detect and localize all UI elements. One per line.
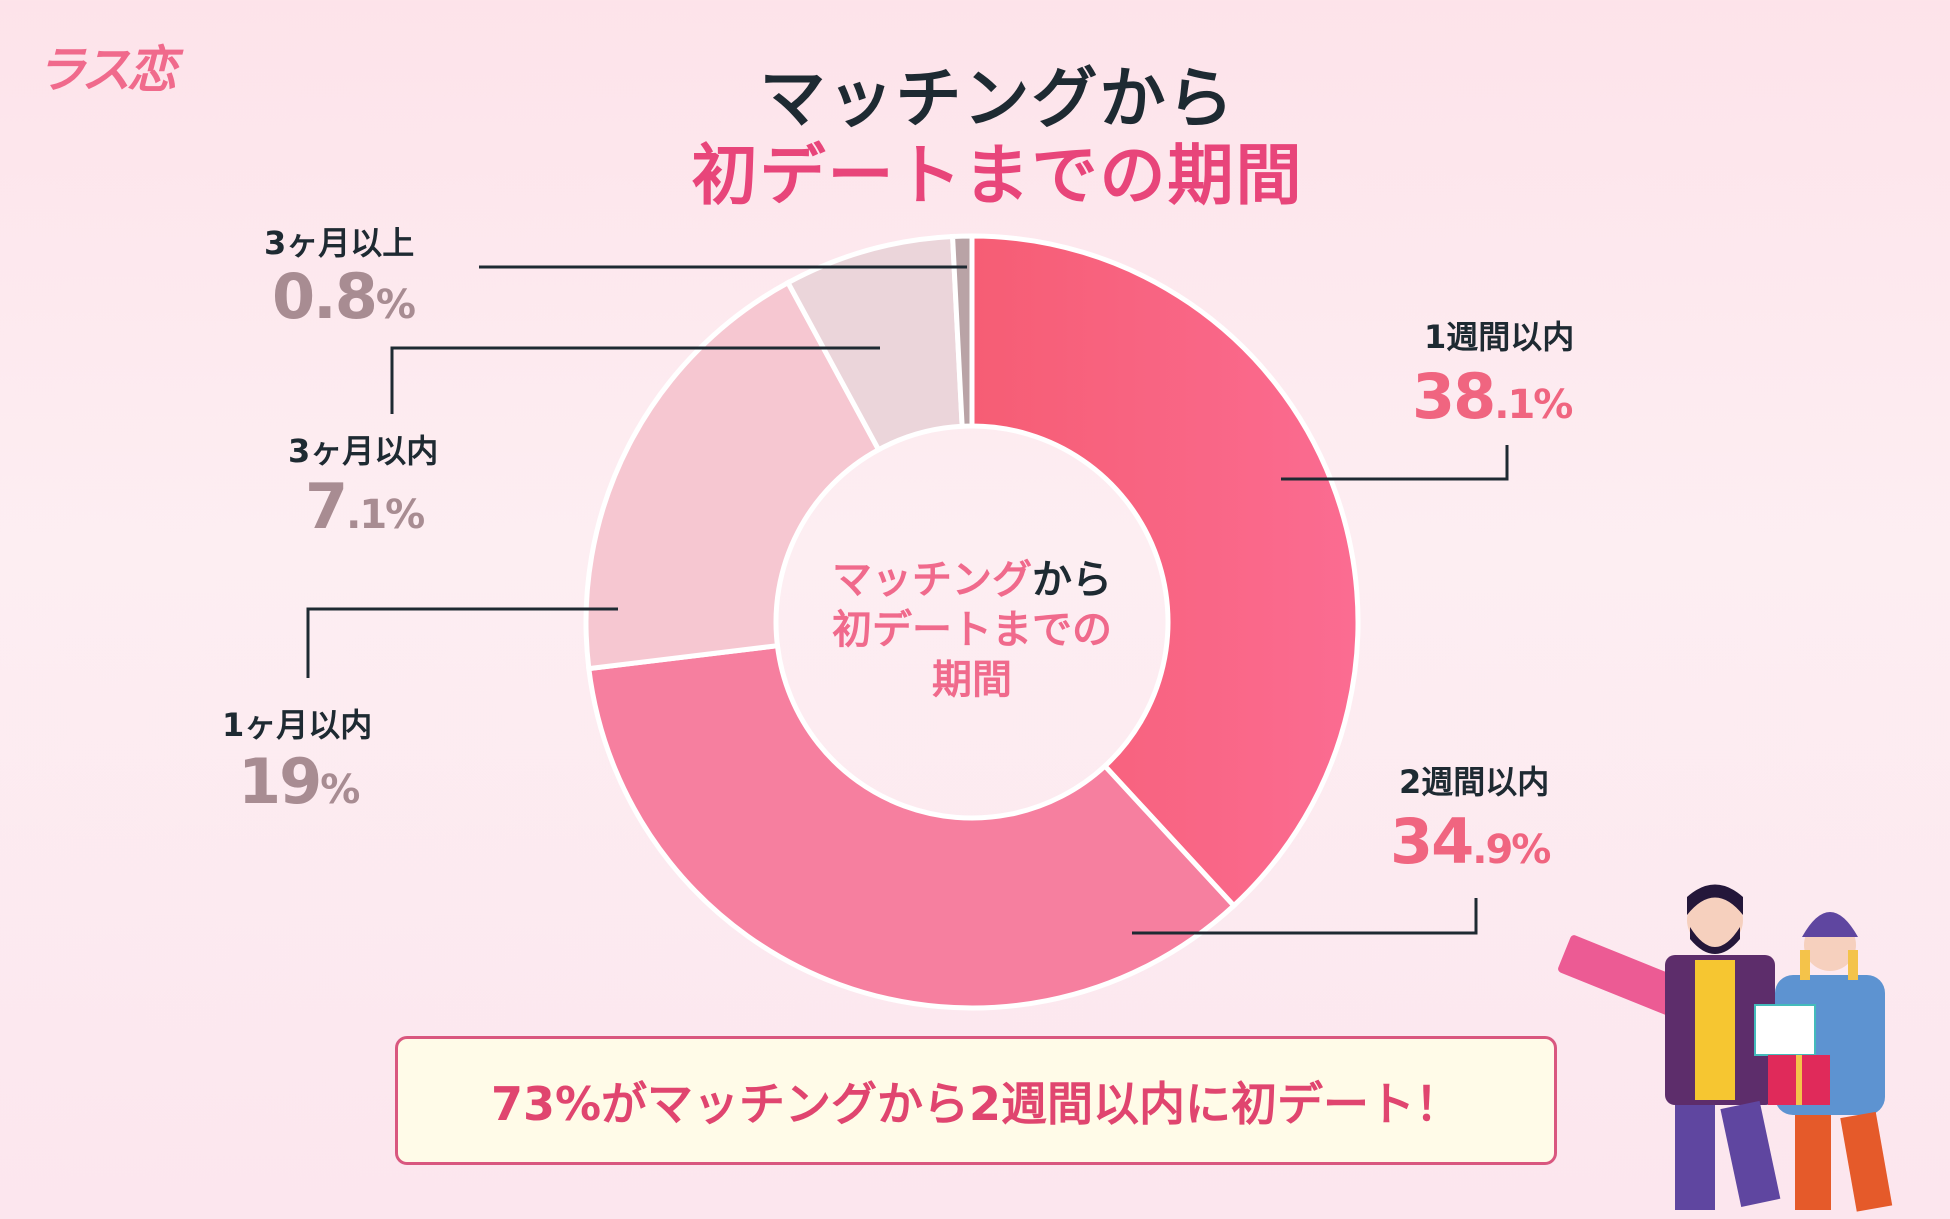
leader-line-1month <box>306 607 618 678</box>
label-over3months: 3ヶ月以上 <box>264 224 415 262</box>
center-label: マッチングから 初デートまでの 期間 <box>832 557 1112 703</box>
value-1week: 38.1% <box>1412 360 1573 433</box>
title-line1: マッチングから <box>759 60 1236 137</box>
slice-4 <box>949 233 975 429</box>
leader-line-2weeks <box>1132 898 1478 935</box>
summary-box: 73%がマッチングから2週間以内に初デート！ <box>395 1036 1557 1165</box>
label-2weeks: 2週間以内 <box>1399 763 1550 801</box>
leader-line-1week <box>1281 445 1509 481</box>
logo: ラス恋 <box>36 41 177 99</box>
slice-1 <box>586 642 1238 1011</box>
value-1month: 19% <box>238 745 360 818</box>
slice-2 <box>583 279 882 672</box>
label-1week: 1週間以内 <box>1424 318 1575 356</box>
couple-illustration <box>1558 884 1893 1212</box>
value-3months: 7.1% <box>305 470 425 543</box>
leader-line-3months <box>390 346 880 414</box>
title-line2: 初デートまでの期間 <box>691 137 1304 214</box>
summary-text: 73%がマッチングから2週間以内に初デート！ <box>490 1076 1462 1131</box>
value-over3months: 0.8% <box>272 260 416 333</box>
slice-0 <box>969 233 1361 910</box>
label-1month: 1ヶ月以内 <box>222 706 373 744</box>
label-3months: 3ヶ月以内 <box>288 432 439 470</box>
value-2weeks: 34.9% <box>1390 805 1551 878</box>
